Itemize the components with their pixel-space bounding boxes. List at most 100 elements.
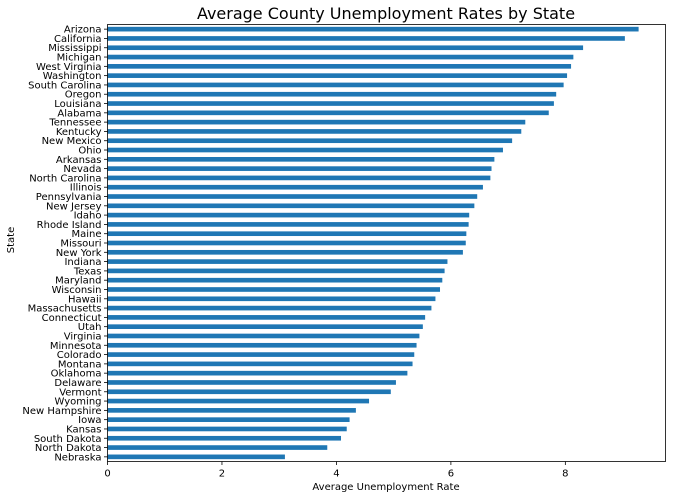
y-tick-label: Texas: [73, 266, 102, 277]
x-tick-label: 8: [562, 469, 568, 480]
bar-south-carolina: [107, 82, 564, 88]
y-tick-label: West Virginia: [36, 62, 101, 73]
y-tick-label: Indiana: [64, 257, 101, 268]
bar-washington: [107, 73, 568, 78]
y-tick-label: Illinois: [70, 183, 102, 194]
bar-maryland: [107, 277, 443, 283]
bar-pennsylvania: [107, 194, 478, 199]
bar-connecticut: [107, 315, 426, 320]
bar-utah: [107, 324, 423, 330]
bar-missouri: [107, 240, 466, 246]
y-tick-label: Utah: [78, 322, 102, 333]
bar-arizona: [107, 26, 639, 32]
y-ticks-group: ArizonaCaliforniaMississippiMichiganWest…: [22, 25, 108, 463]
bar-new-hampshire: [107, 408, 356, 413]
y-tick-label: Mississippi: [48, 43, 101, 54]
bar-new-mexico: [107, 138, 513, 144]
bar-alabama: [107, 110, 549, 116]
chart-title: Average County Unemployment Rates by Sta…: [197, 4, 575, 23]
y-tick-label: Iowa: [78, 415, 101, 426]
bar-delaware: [107, 380, 396, 385]
x-tick-label: 2: [219, 469, 225, 480]
bar-iowa: [107, 417, 350, 422]
x-tick-label: 6: [448, 469, 454, 480]
bar-texas: [107, 268, 445, 274]
y-tick-label: New York: [56, 248, 102, 259]
y-tick-label: Minnesota: [50, 341, 102, 352]
bar-idaho: [107, 212, 470, 218]
y-tick-label: Alabama: [57, 108, 101, 119]
y-tick-label: Arkansas: [56, 155, 102, 166]
bar-north-dakota: [107, 445, 328, 450]
y-tick-label: New Jersey: [46, 201, 102, 212]
y-tick-label: Virginia: [64, 331, 102, 342]
bar-new-york: [107, 249, 463, 255]
bars-group: [107, 26, 639, 460]
y-tick-label: Oklahoma: [51, 369, 102, 380]
bar-virginia: [107, 333, 420, 339]
x-tick-label: 4: [333, 469, 339, 480]
bar-wisconsin: [107, 287, 441, 292]
bar-vermont: [107, 389, 391, 395]
x-ticks-group: 0 2 4 6 8: [104, 461, 569, 480]
y-tick-label: Kentucky: [56, 127, 102, 138]
y-tick-label: Louisiana: [54, 99, 101, 110]
y-tick-label: New Mexico: [42, 136, 102, 147]
y-tick-label: North Dakota: [35, 443, 102, 454]
bar-indiana: [107, 259, 448, 264]
y-tick-label: North Carolina: [29, 173, 101, 184]
y-tick-label: Michigan: [57, 53, 102, 64]
y-tick-label: Connecticut: [42, 313, 102, 324]
y-axis-label: State: [6, 227, 17, 253]
bar-ohio: [107, 147, 503, 153]
bar-nebraska: [107, 454, 285, 460]
bar-north-carolina: [107, 175, 491, 181]
y-tick-label: Arizona: [64, 25, 102, 36]
y-tick-label: Maryland: [55, 276, 101, 287]
y-tick-label: Oregon: [65, 90, 102, 101]
y-tick-label: Ohio: [78, 146, 101, 157]
plot-frame: [107, 24, 666, 462]
x-axis-label: Average Unemployment Rate: [312, 482, 459, 493]
y-tick-label: Washington: [43, 71, 102, 82]
x-tick-label: 0: [104, 469, 110, 480]
y-tick-label: Wisconsin: [52, 285, 102, 296]
y-tick-label: Rhode Island: [37, 220, 102, 231]
bar-new-jersey: [107, 203, 475, 209]
bar-kansas: [107, 426, 347, 432]
y-tick-label: South Dakota: [34, 434, 102, 445]
y-tick-label: Hawaii: [68, 294, 102, 305]
bar-california: [107, 36, 625, 41]
y-tick-label: Wyoming: [55, 397, 102, 408]
bar-michigan: [107, 54, 574, 60]
bar-west-virginia: [107, 64, 572, 69]
y-tick-label: South Carolina: [28, 80, 101, 91]
bar-massachusetts: [107, 305, 432, 311]
bar-kentucky: [107, 129, 522, 134]
bar-minnesota: [107, 342, 417, 348]
y-tick-label: Nebraska: [54, 452, 101, 463]
y-tick-label: Pennsylvania: [36, 192, 102, 203]
y-tick-label: Kansas: [66, 424, 101, 435]
bar-south-dakota: [107, 435, 342, 441]
bar-oklahoma: [107, 370, 408, 376]
y-tick-label: Missouri: [60, 239, 101, 250]
y-tick-label: New Hampshire: [22, 406, 101, 417]
bar-tennessee: [107, 119, 526, 125]
bar-hawaii: [107, 296, 436, 302]
bar-louisiana: [107, 101, 554, 106]
bar-rhode-island: [107, 222, 469, 227]
bar-oregon: [107, 91, 557, 97]
bar-colorado: [107, 352, 415, 357]
bar-mississippi: [107, 45, 584, 51]
bar-maine: [107, 231, 467, 237]
y-tick-label: Maine: [71, 229, 101, 240]
y-tick-label: Montana: [58, 359, 102, 370]
bar-wyoming: [107, 398, 370, 404]
y-tick-label: Massachusetts: [28, 304, 102, 315]
y-tick-label: Nevada: [63, 164, 101, 175]
y-tick-label: Delaware: [54, 378, 101, 389]
y-tick-label: Idaho: [74, 211, 102, 222]
